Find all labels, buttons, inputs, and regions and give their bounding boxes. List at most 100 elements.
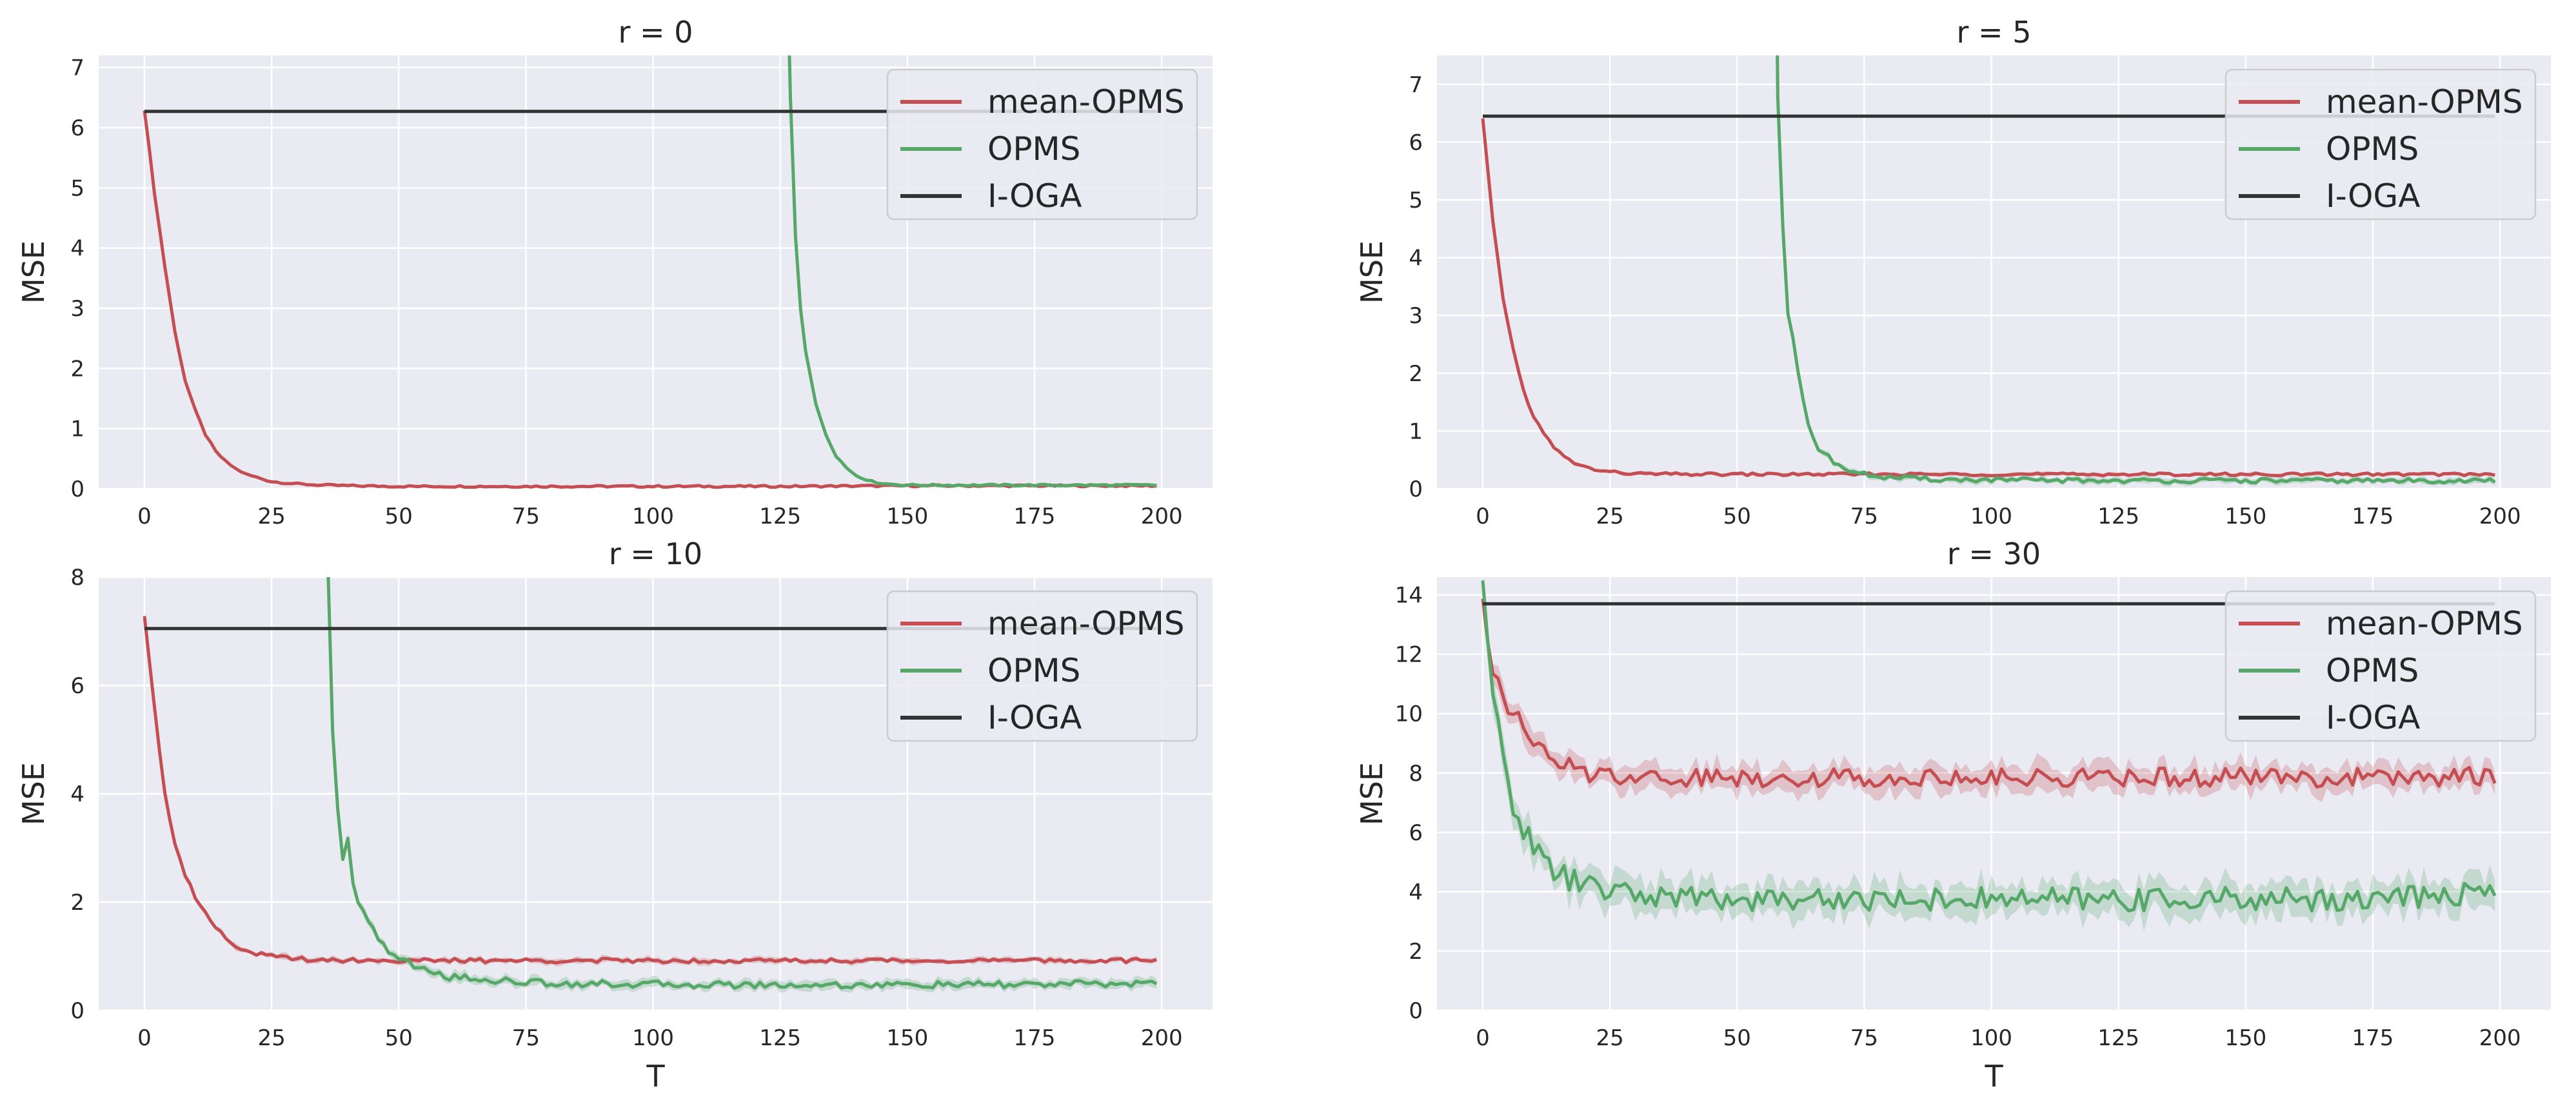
- x-tick-label: 75: [512, 1025, 540, 1051]
- y-axis-label: MSE: [16, 762, 51, 825]
- legend: [2224, 68, 2537, 221]
- legend: [886, 68, 1198, 221]
- x-tick-label: 75: [1850, 1025, 1878, 1051]
- x-axis-label: T: [1984, 1059, 2003, 1094]
- y-tick-label: 2: [1409, 939, 1423, 965]
- legend-label: I-OGA: [2326, 699, 2420, 736]
- subplot-title: r = 0: [619, 15, 693, 50]
- y-tick-label: 6: [1409, 130, 1423, 155]
- y-tick-label: 7: [1409, 72, 1423, 98]
- legend-label: OPMS: [2326, 652, 2419, 689]
- legend-label: OPMS: [987, 130, 1080, 168]
- y-tick-label: 1: [70, 417, 84, 442]
- series-line-mean-opms: [1481, 598, 2497, 789]
- subplot-2: 0 25 50 75 100 125 150 175 200 0 2 4 6 8 r = 10 MSE Tmea…: [16, 536, 1213, 1094]
- y-tick-label: 7: [70, 55, 84, 81]
- x-tick-label: 175: [1014, 504, 1056, 529]
- y-tick-label: 1: [1409, 418, 1423, 444]
- y-tick-label: 6: [1409, 820, 1423, 846]
- x-tick-label: 100: [632, 504, 674, 529]
- y-tick-label: 4: [1409, 880, 1423, 905]
- y-tick-label: 6: [70, 673, 84, 699]
- subplot-title: r = 5: [1957, 15, 2032, 50]
- legend-label: I-OGA: [987, 699, 1082, 736]
- x-tick-label: 175: [1014, 1025, 1056, 1051]
- x-tick-label: 125: [759, 504, 801, 529]
- legend-label: I-OGA: [987, 177, 1082, 215]
- x-tick-label: 150: [886, 1025, 928, 1051]
- x-tick-label: 125: [759, 1025, 801, 1051]
- subplot-0: 0 25 50 75 100 125 150 175 200 0 1 2 3 4 5 6 7 r = 0 MSE me…: [16, 15, 1213, 529]
- y-tick-label: 3: [70, 296, 84, 322]
- y-tick-label: 14: [1395, 583, 1423, 609]
- y-axis-label: MSE: [1354, 241, 1389, 304]
- y-tick-label: 8: [1409, 761, 1423, 787]
- legend-label: OPMS: [987, 652, 1080, 689]
- x-tick-label: 100: [1970, 1025, 2012, 1051]
- y-tick-label: 10: [1395, 702, 1423, 727]
- y-tick-label: 3: [1409, 303, 1423, 329]
- series-line-opms: [1481, 580, 2497, 913]
- x-tick-label: 25: [257, 504, 285, 529]
- series-line-mean-opms: [143, 616, 1158, 965]
- legend: [2224, 590, 2537, 742]
- y-tick-label: 0: [1409, 998, 1423, 1024]
- y-tick-label: 6: [70, 115, 84, 141]
- x-tick-label: 25: [257, 1025, 285, 1051]
- series-line-opms: [326, 577, 1158, 990]
- subplot-1: 0 25 50 75 100 125 150 175 200 0 1 2 3 4 5 6 7 r = 5 MSE me…: [1354, 15, 2551, 529]
- x-tick-label: 150: [886, 504, 928, 529]
- subplot-title: r = 10: [609, 536, 702, 571]
- x-tick-label: 200: [1141, 504, 1183, 529]
- y-tick-label: 0: [70, 998, 84, 1024]
- legend-label: mean-OPMS: [987, 83, 1185, 121]
- x-tick-label: 200: [2479, 504, 2521, 529]
- y-tick-label: 2: [1409, 361, 1423, 387]
- legend-label: mean-OPMS: [987, 605, 1185, 642]
- subplot-3: 0 25 50 75 100 125 150 175 200 0 2 4 6 8 10 12 14 r = 30 M…: [1354, 536, 2551, 1094]
- x-tick-label: 50: [1723, 504, 1751, 529]
- x-tick-label: 150: [2224, 504, 2266, 529]
- x-tick-label: 150: [2224, 1025, 2266, 1051]
- legend-label: mean-OPMS: [2326, 605, 2523, 642]
- x-tick-label: 25: [1596, 504, 1623, 529]
- y-tick-label: 2: [70, 890, 84, 916]
- y-tick-label: 4: [1409, 246, 1423, 271]
- x-tick-label: 75: [512, 504, 540, 529]
- legend-label: I-OGA: [2326, 177, 2420, 215]
- series-line-mean-opms: [1481, 118, 2495, 478]
- x-tick-label: 0: [1476, 504, 1490, 529]
- y-tick-label: 4: [70, 236, 84, 262]
- y-tick-label: 8: [70, 565, 84, 591]
- y-axis-label: MSE: [16, 241, 51, 304]
- x-tick-label: 0: [137, 504, 152, 529]
- x-tick-label: 100: [632, 1025, 674, 1051]
- y-tick-label: 2: [70, 356, 84, 382]
- x-tick-label: 175: [2352, 1025, 2394, 1051]
- y-tick-label: 0: [1409, 477, 1423, 502]
- x-tick-label: 200: [1141, 1025, 1183, 1051]
- x-axis-label: T: [646, 1059, 665, 1094]
- x-tick-label: 100: [1970, 504, 2012, 529]
- x-tick-label: 50: [1723, 1025, 1751, 1051]
- y-tick-label: 5: [1409, 188, 1423, 213]
- y-tick-label: 12: [1395, 642, 1423, 668]
- x-tick-label: 75: [1850, 504, 1878, 529]
- legend-label: mean-OPMS: [2326, 83, 2523, 121]
- x-tick-label: 200: [2479, 1025, 2521, 1051]
- x-tick-label: 175: [2352, 504, 2394, 529]
- x-tick-label: 50: [385, 1025, 413, 1051]
- x-tick-label: 25: [1596, 1025, 1623, 1051]
- x-tick-label: 0: [137, 1025, 152, 1051]
- y-tick-label: 0: [70, 477, 84, 502]
- legend-label: OPMS: [2326, 130, 2419, 168]
- series-line-opms: [788, 55, 1157, 488]
- x-tick-label: 125: [2097, 504, 2139, 529]
- x-tick-label: 50: [385, 504, 413, 529]
- series-line-opms: [1776, 55, 2496, 485]
- x-tick-label: 125: [2097, 1025, 2139, 1051]
- subplot-title: r = 30: [1947, 536, 2041, 571]
- legend: [886, 590, 1198, 742]
- confidence-band-opms: [1483, 577, 2495, 932]
